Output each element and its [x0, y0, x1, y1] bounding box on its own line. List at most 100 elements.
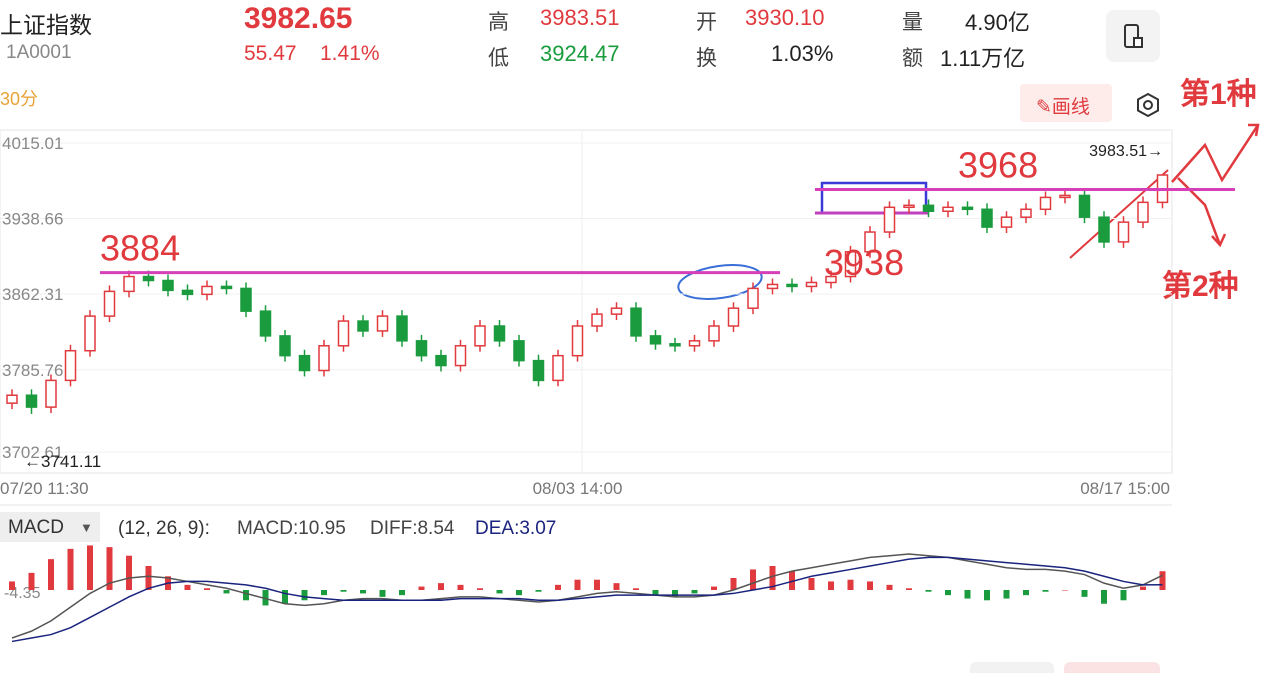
- macd-bar: [1042, 590, 1049, 592]
- macd-selector[interactable]: [0, 512, 100, 542]
- scenario-label: 第2种: [1162, 269, 1239, 303]
- macd-bar: [886, 584, 893, 590]
- candle-body: [903, 204, 915, 209]
- macd-bar: [633, 588, 639, 590]
- stat-value: 3930.10: [745, 5, 825, 30]
- range-box: [820, 181, 928, 215]
- candle-body: [532, 359, 545, 382]
- candle-body: [591, 313, 603, 327]
- candle-body: [922, 204, 935, 213]
- candle-body: [142, 275, 155, 282]
- device-button[interactable]: [1106, 10, 1160, 62]
- candle-body: [961, 206, 974, 211]
- candle-body: [337, 320, 350, 347]
- macd-bar: [672, 590, 678, 597]
- macd-bar: [730, 578, 737, 590]
- candle-body: [298, 354, 311, 372]
- draw-button[interactable]: ✎画线: [1020, 84, 1112, 122]
- draw-text: 画线: [1051, 97, 1090, 118]
- candle-body: [844, 251, 857, 278]
- stat-label: 额: [902, 47, 923, 70]
- macd-bar: [126, 555, 132, 590]
- macd-bar: [262, 590, 269, 606]
- bottom-button[interactable]: [1064, 662, 1160, 673]
- candle-body: [201, 285, 213, 296]
- candle-body: [805, 281, 818, 288]
- macd-bar: [399, 590, 405, 596]
- candle-body: [6, 394, 18, 404]
- chart-frame: [0, 129, 1173, 474]
- macd-bar: [847, 579, 854, 590]
- candle-body: [942, 206, 954, 213]
- macd-bar: [496, 590, 503, 594]
- macd-bar: [477, 588, 483, 590]
- macd-bar: [808, 578, 815, 590]
- candle-body: [123, 275, 135, 293]
- x-tick-label: 08/03 14:00: [533, 479, 623, 498]
- annotation-label: 3884: [100, 228, 180, 269]
- macd-bar: [184, 584, 191, 590]
- period[interactable]: 30分: [0, 89, 39, 109]
- stat-label: 量: [902, 11, 923, 34]
- candle-body: [64, 349, 77, 382]
- macd-bar: [769, 566, 776, 590]
- macd-params: (12, 26, 9):: [118, 518, 210, 539]
- candle-body: [1059, 194, 1071, 199]
- candle-body: [84, 315, 96, 352]
- macd-bar: [1081, 590, 1088, 597]
- annotation-label: 3938: [824, 242, 904, 283]
- macd-bar: [535, 590, 542, 592]
- stat-value: 1.11万亿: [940, 46, 1026, 71]
- stat-value: 3983.51: [540, 5, 620, 30]
- title: 上证指数: [0, 12, 92, 38]
- settings-icon[interactable]: [1133, 90, 1163, 120]
- candle-body: [513, 340, 525, 362]
- candle-body: [571, 325, 584, 357]
- macd-bar: [516, 590, 522, 596]
- candle-body: [688, 340, 701, 347]
- macd-bar: [1023, 590, 1029, 596]
- macd-bar: [360, 590, 366, 594]
- x-tick-label: 08/17 15:00: [1080, 479, 1170, 498]
- macd-bar: [789, 571, 795, 590]
- pen-icon: ✎: [1036, 97, 1052, 118]
- annotation-label: 3968: [958, 144, 1038, 185]
- scenario-arrow: [1177, 177, 1222, 246]
- macd-bar: [67, 548, 74, 590]
- code: 1A0001: [6, 42, 72, 63]
- candle-body: [376, 315, 389, 332]
- macd-bar: [321, 590, 327, 596]
- high-marker: 3983.51→: [1089, 143, 1163, 160]
- candle-body: [1117, 221, 1130, 243]
- diff-line: [11, 553, 1163, 639]
- draw-button-label: ✎画线: [1036, 92, 1090, 119]
- price: 3982.65: [244, 2, 353, 35]
- y-tick-label: 3862.31: [2, 285, 63, 304]
- candle-body: [864, 231, 876, 253]
- trend-line: [1069, 169, 1169, 259]
- dea-value: DEA:3.07: [475, 518, 556, 539]
- macd-bar: [652, 590, 659, 596]
- macd-bar: [828, 581, 834, 590]
- macd-bar: [301, 590, 308, 601]
- bottom-button[interactable]: [970, 662, 1054, 673]
- candle-body: [883, 206, 896, 233]
- macd-bar: [1159, 571, 1166, 590]
- macd-bar: [574, 579, 581, 590]
- macd-bar: [691, 590, 698, 594]
- candle-body: [396, 315, 408, 342]
- candle-body: [825, 275, 837, 284]
- candle-body: [259, 310, 272, 337]
- y-tick-label: 4015.01: [2, 134, 63, 153]
- candle-body: [610, 307, 623, 315]
- dropdown-caret: ▼: [80, 520, 93, 535]
- stat-value: 3924.47: [540, 41, 620, 66]
- candle-body: [1137, 201, 1149, 223]
- stat-label: 低: [488, 47, 509, 70]
- candle-body: [649, 335, 662, 345]
- macd-bar: [457, 584, 464, 590]
- stat-label: 高: [488, 11, 509, 34]
- macd-bar: [87, 545, 93, 590]
- macd-bar: [379, 590, 386, 597]
